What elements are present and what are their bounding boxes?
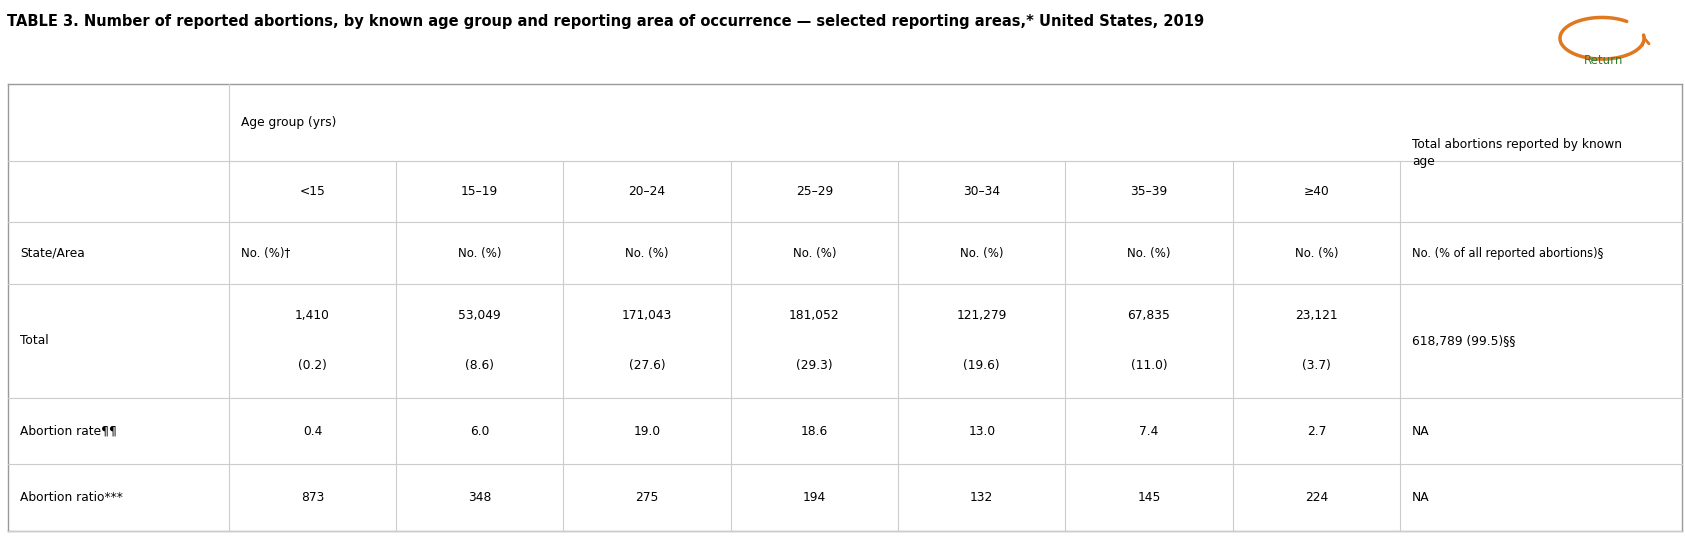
Text: 13.0: 13.0 <box>969 424 996 437</box>
Text: No. (%): No. (%) <box>625 247 669 260</box>
Text: 7.4: 7.4 <box>1139 424 1159 437</box>
Text: No. (%): No. (%) <box>458 247 502 260</box>
Text: No. (%)†: No. (%)† <box>241 247 290 260</box>
Text: (0.2): (0.2) <box>298 359 327 372</box>
Text: <15: <15 <box>300 185 325 198</box>
Text: No. (% of all reported abortions)§: No. (% of all reported abortions)§ <box>1412 247 1602 260</box>
Text: Abortion rate¶¶: Abortion rate¶¶ <box>20 424 116 437</box>
Text: age: age <box>1412 155 1434 168</box>
Text: No. (%): No. (%) <box>792 247 836 260</box>
Text: No. (%): No. (%) <box>960 247 1004 260</box>
Text: No. (%): No. (%) <box>1127 247 1171 260</box>
Text: 224: 224 <box>1304 491 1328 504</box>
Text: (8.6): (8.6) <box>465 359 494 372</box>
Text: 145: 145 <box>1137 491 1161 504</box>
Text: 194: 194 <box>802 491 826 504</box>
Text: No. (%): No. (%) <box>1294 247 1338 260</box>
Text: 6.0: 6.0 <box>470 424 489 437</box>
Text: 873: 873 <box>300 491 324 504</box>
Text: Total: Total <box>20 334 49 347</box>
Text: 1,410: 1,410 <box>295 309 330 322</box>
Text: Age group (yrs): Age group (yrs) <box>241 116 335 129</box>
Text: NA: NA <box>1412 424 1429 437</box>
Text: 2.7: 2.7 <box>1306 424 1326 437</box>
Text: 53,049: 53,049 <box>458 309 500 322</box>
Text: 67,835: 67,835 <box>1127 309 1171 322</box>
Text: NA: NA <box>1412 491 1429 504</box>
Text: (19.6): (19.6) <box>964 359 1001 372</box>
Text: 18.6: 18.6 <box>800 424 827 437</box>
Text: 19.0: 19.0 <box>634 424 661 437</box>
Text: 15–19: 15–19 <box>462 185 499 198</box>
Text: 348: 348 <box>468 491 492 504</box>
Text: TABLE 3. Number of reported abortions, by known age group and reporting area of : TABLE 3. Number of reported abortions, b… <box>7 14 1203 29</box>
Text: (27.6): (27.6) <box>629 359 666 372</box>
Text: 0.4: 0.4 <box>303 424 322 437</box>
Text: ≥40: ≥40 <box>1304 185 1329 198</box>
Text: 35–39: 35–39 <box>1131 185 1168 198</box>
Text: 23,121: 23,121 <box>1296 309 1338 322</box>
Text: 121,279: 121,279 <box>957 309 1008 322</box>
Text: Abortion ratio***: Abortion ratio*** <box>20 491 123 504</box>
Text: 181,052: 181,052 <box>789 309 839 322</box>
Text: 132: 132 <box>971 491 994 504</box>
Text: 30–34: 30–34 <box>964 185 1001 198</box>
Text: 618,789 (99.5)§§: 618,789 (99.5)§§ <box>1412 334 1515 347</box>
Text: 25–29: 25–29 <box>795 185 832 198</box>
Text: 171,043: 171,043 <box>622 309 672 322</box>
Text: (11.0): (11.0) <box>1131 359 1168 372</box>
Text: (29.3): (29.3) <box>795 359 832 372</box>
Text: 20–24: 20–24 <box>629 185 666 198</box>
Text: 275: 275 <box>635 491 659 504</box>
Text: State/Area: State/Area <box>20 247 84 260</box>
Text: Total abortions reported by known: Total abortions reported by known <box>1412 138 1623 151</box>
Text: (3.7): (3.7) <box>1303 359 1331 372</box>
Text: Return: Return <box>1584 54 1623 67</box>
